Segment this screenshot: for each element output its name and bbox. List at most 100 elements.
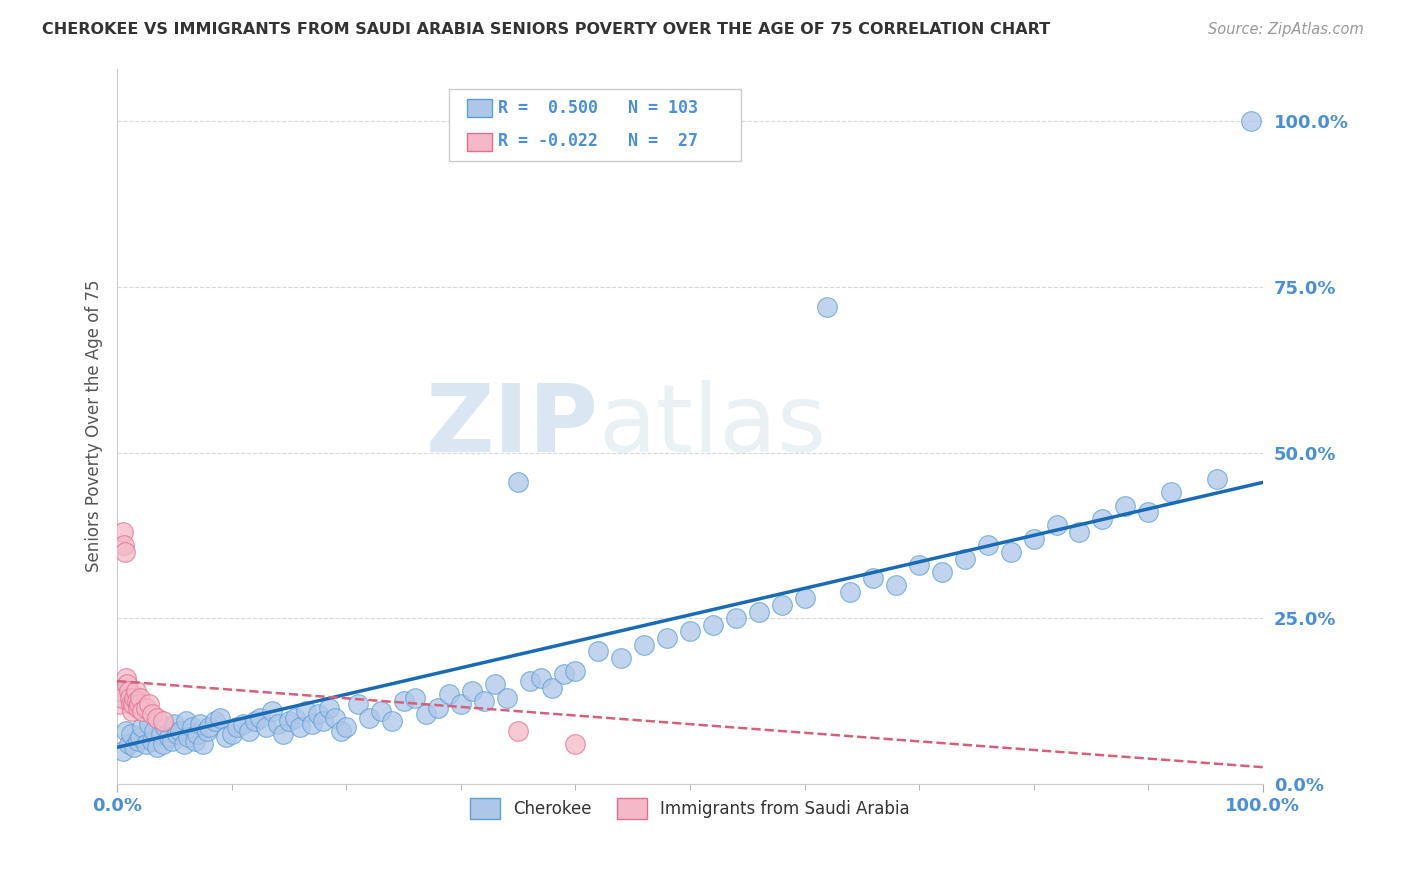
- Point: [157, 731, 180, 745]
- Point: [495, 690, 517, 705]
- Point: [1022, 532, 1045, 546]
- Point: [166, 727, 188, 741]
- Point: [131, 721, 153, 735]
- Point: [724, 611, 747, 625]
- Point: [793, 591, 815, 606]
- Point: [655, 631, 678, 645]
- Point: [226, 721, 249, 735]
- Point: [204, 714, 226, 728]
- Text: R =  0.500   N = 103: R = 0.500 N = 103: [498, 99, 697, 117]
- Point: [128, 698, 150, 712]
- Point: [770, 598, 793, 612]
- Point: [439, 687, 461, 701]
- Point: [135, 700, 157, 714]
- Point: [450, 698, 472, 712]
- Point: [702, 617, 724, 632]
- Point: [1114, 499, 1136, 513]
- Point: [135, 737, 157, 751]
- Point: [323, 710, 346, 724]
- Point: [564, 737, 586, 751]
- Point: [117, 684, 139, 698]
- Point: [381, 714, 404, 728]
- Point: [111, 744, 134, 758]
- Point: [1240, 114, 1263, 128]
- Point: [117, 677, 139, 691]
- Point: [426, 700, 449, 714]
- Point: [1069, 525, 1091, 540]
- Point: [160, 733, 183, 747]
- Point: [295, 704, 318, 718]
- Point: [138, 698, 160, 712]
- Point: [152, 714, 174, 728]
- Point: [472, 694, 495, 708]
- Point: [249, 710, 271, 724]
- Point: [114, 545, 136, 559]
- Point: [290, 721, 312, 735]
- Legend: Cherokee, Immigrants from Saudi Arabia: Cherokee, Immigrants from Saudi Arabia: [464, 792, 917, 825]
- Text: R = -0.022   N =  27: R = -0.022 N = 27: [498, 133, 697, 151]
- Point: [588, 644, 610, 658]
- Point: [188, 717, 211, 731]
- Point: [346, 698, 368, 712]
- Point: [1091, 512, 1114, 526]
- Text: Source: ZipAtlas.com: Source: ZipAtlas.com: [1208, 22, 1364, 37]
- Point: [748, 605, 770, 619]
- Point: [115, 671, 138, 685]
- Point: [301, 717, 323, 731]
- Point: [977, 538, 1000, 552]
- Point: [508, 723, 530, 738]
- Point: [307, 707, 329, 722]
- Point: [862, 571, 884, 585]
- Point: [108, 698, 131, 712]
- Point: [232, 717, 254, 731]
- Point: [884, 578, 907, 592]
- Point: [1205, 472, 1227, 486]
- Point: [198, 721, 221, 735]
- Point: [129, 690, 152, 705]
- Point: [461, 684, 484, 698]
- Point: [329, 723, 352, 738]
- Point: [1000, 545, 1022, 559]
- Bar: [467, 133, 492, 151]
- Point: [141, 733, 163, 747]
- Point: [610, 651, 633, 665]
- FancyBboxPatch shape: [450, 88, 741, 161]
- Point: [174, 714, 197, 728]
- Point: [186, 727, 208, 741]
- Point: [415, 707, 437, 722]
- Point: [127, 700, 149, 714]
- Point: [120, 727, 142, 741]
- Point: [142, 723, 165, 738]
- Point: [335, 721, 357, 735]
- Point: [278, 714, 301, 728]
- Point: [564, 664, 586, 678]
- Point: [120, 698, 142, 712]
- Point: [508, 475, 530, 490]
- Point: [141, 707, 163, 722]
- Point: [266, 717, 288, 731]
- Point: [404, 690, 426, 705]
- Point: [633, 638, 655, 652]
- Point: [173, 737, 195, 751]
- Point: [124, 684, 146, 698]
- Point: [129, 731, 152, 745]
- Point: [953, 551, 976, 566]
- Point: [284, 710, 307, 724]
- Point: [553, 667, 575, 681]
- Point: [138, 717, 160, 731]
- Point: [152, 737, 174, 751]
- Point: [370, 704, 392, 718]
- Point: [254, 721, 277, 735]
- Point: [112, 538, 135, 552]
- Text: CHEROKEE VS IMMIGRANTS FROM SAUDI ARABIA SENIORS POVERTY OVER THE AGE OF 75 CORR: CHEROKEE VS IMMIGRANTS FROM SAUDI ARABIA…: [42, 22, 1050, 37]
- Point: [131, 704, 153, 718]
- Point: [117, 737, 139, 751]
- Point: [125, 694, 148, 708]
- Point: [238, 723, 260, 738]
- Point: [541, 681, 564, 695]
- Point: [111, 525, 134, 540]
- Point: [221, 727, 243, 741]
- Point: [679, 624, 702, 639]
- Point: [177, 731, 200, 745]
- Point: [530, 671, 553, 685]
